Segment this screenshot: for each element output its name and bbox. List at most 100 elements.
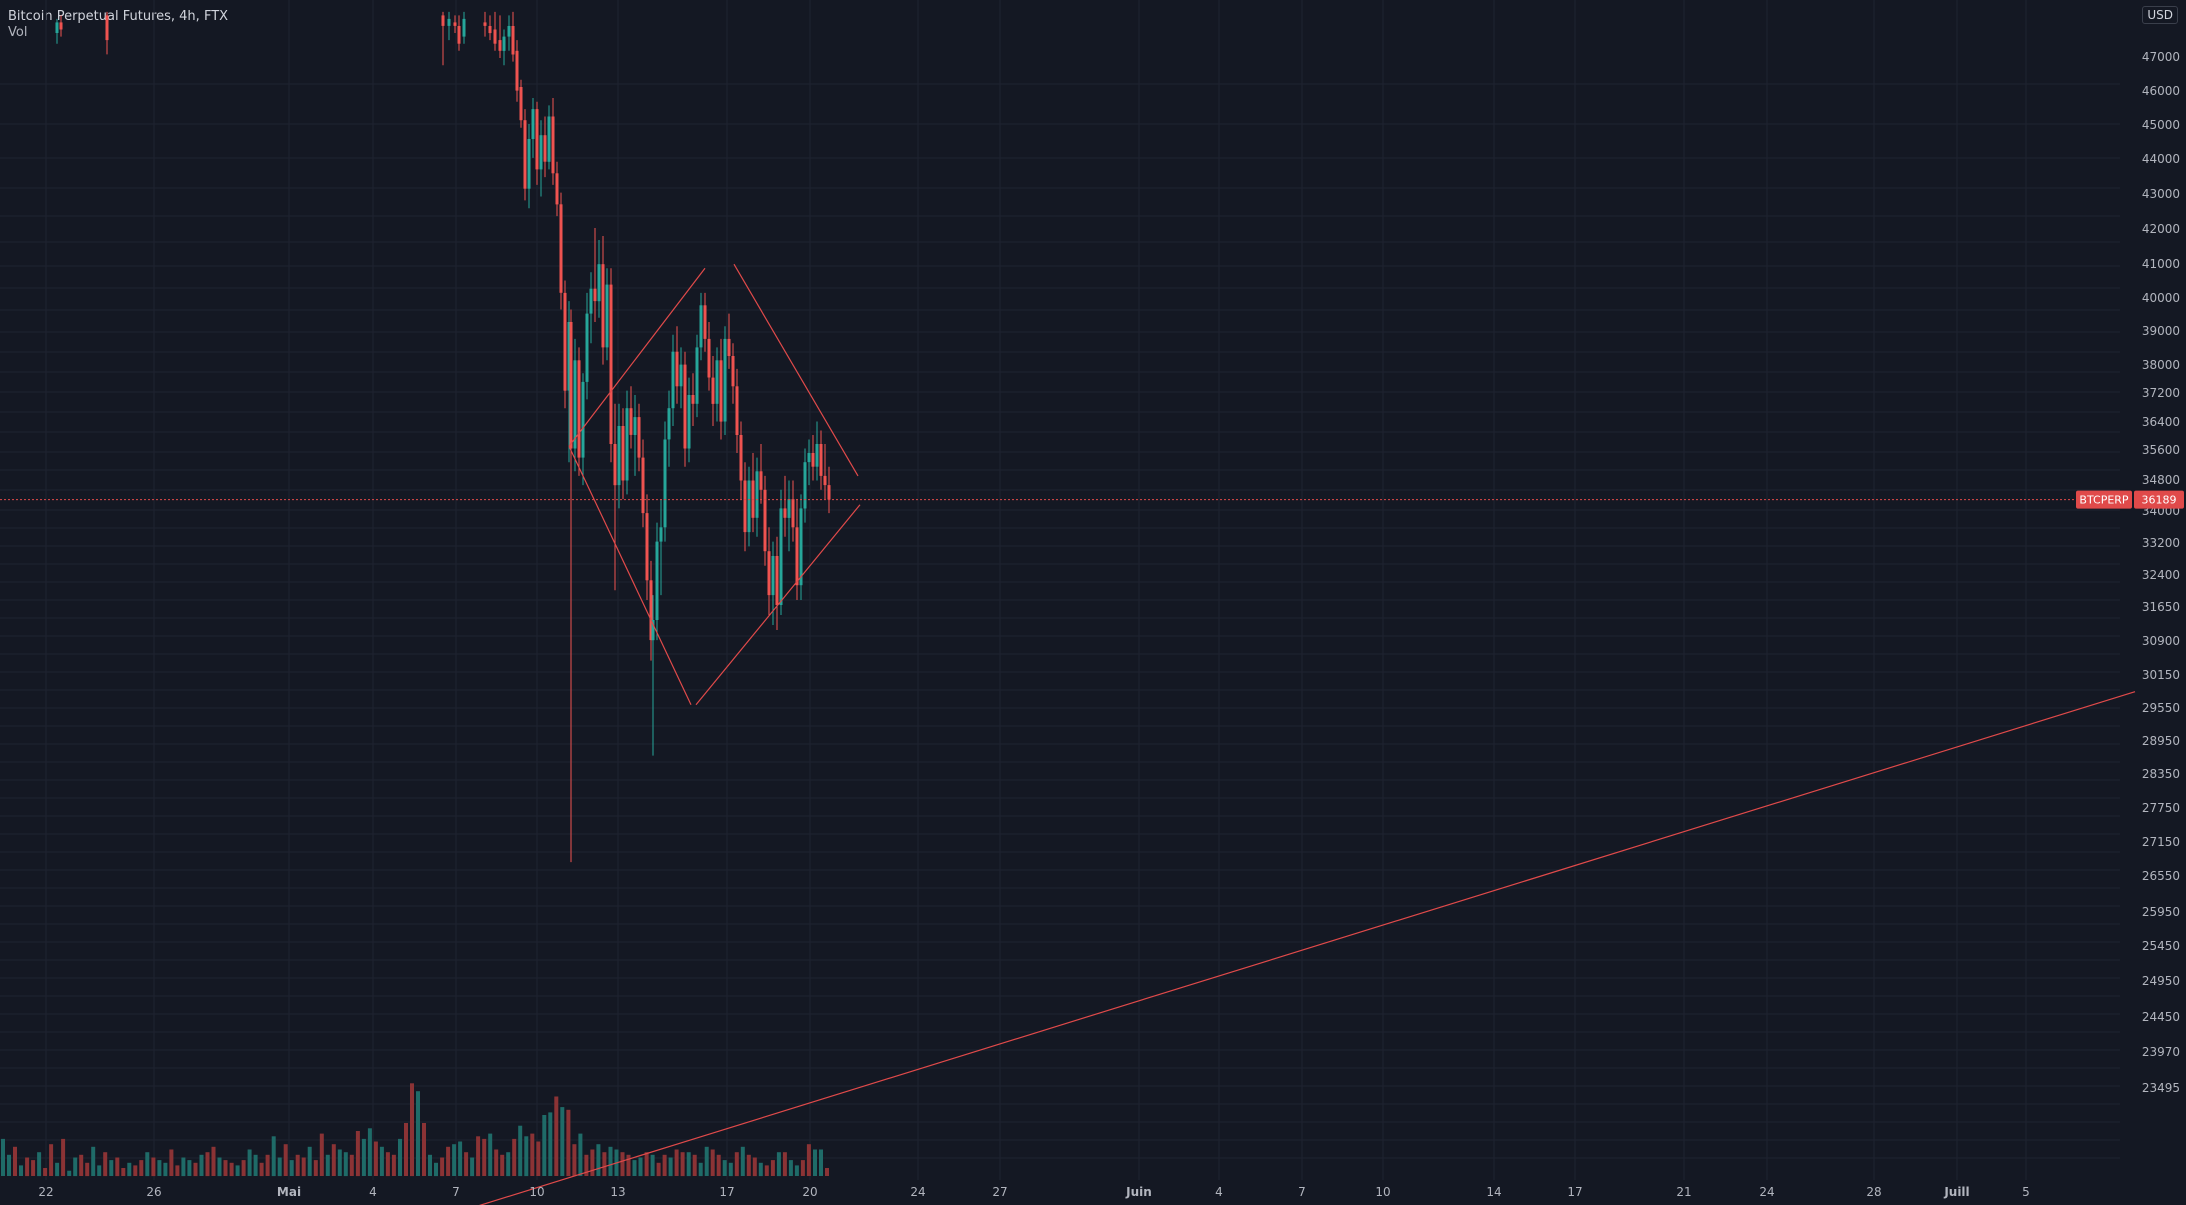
trend-line	[733, 263, 859, 477]
candle-body	[691, 395, 695, 404]
volume-bar	[133, 1165, 138, 1176]
last-price-label: BTCPERP 36189	[2076, 490, 2184, 509]
volume-bar	[157, 1160, 162, 1176]
volume-bar	[608, 1146, 613, 1176]
volume-bar	[788, 1160, 793, 1176]
candle	[593, 228, 597, 322]
candle-body	[563, 292, 567, 391]
volume-bar	[698, 1162, 703, 1177]
volume-bar	[458, 1141, 463, 1176]
candle	[763, 475, 767, 566]
candle	[609, 268, 613, 463]
trend-line	[478, 691, 2136, 1205]
candle-body	[645, 513, 649, 581]
candle	[695, 334, 699, 418]
candle	[483, 11, 487, 37]
candle-body	[731, 356, 735, 387]
candle	[755, 457, 759, 537]
volume-bar	[602, 1152, 607, 1177]
volume-bar	[716, 1154, 721, 1176]
volume-bar	[313, 1160, 318, 1176]
price-axis: 47000 46000 45000 44000 43000 42000 41000 40000…	[2142, 50, 2180, 1095]
volume-bar	[235, 1165, 240, 1176]
candle	[799, 494, 803, 600]
candle-body	[727, 338, 731, 356]
candle	[811, 435, 815, 481]
candle	[795, 499, 799, 600]
candle-body	[675, 351, 679, 387]
candle-body	[735, 386, 739, 435]
volume-bar	[247, 1149, 252, 1176]
candle	[783, 475, 787, 537]
price-tick-label: 29550	[2142, 701, 2180, 715]
volume-bar	[1, 1138, 5, 1176]
candle-body	[763, 489, 767, 552]
volume-bar	[307, 1146, 312, 1176]
candle-body	[605, 284, 609, 348]
chart-header: Bitcoin Perpetual Futures, 4h, FTX Vol	[8, 9, 228, 41]
volume-bar	[722, 1160, 727, 1176]
candle	[727, 313, 731, 369]
candle-body	[629, 408, 633, 435]
candle-body	[535, 109, 539, 170]
price-tick-label: 38000	[2142, 358, 2180, 372]
volume-bar	[79, 1154, 84, 1176]
volume-bar	[650, 1154, 655, 1176]
time-tick-label: Mai	[277, 1185, 301, 1199]
candle-body	[779, 508, 783, 605]
candle-body	[637, 417, 641, 458]
candle	[819, 430, 823, 490]
candle	[803, 448, 807, 523]
time-tick-label: 24	[910, 1185, 925, 1199]
candle	[735, 368, 739, 453]
candle-body	[815, 444, 819, 467]
volume-bar	[91, 1146, 96, 1176]
volume-bar	[271, 1136, 276, 1177]
symbol-title[interactable]: Bitcoin Perpetual Futures, 4h, FTX	[8, 9, 229, 24]
candle-body	[747, 480, 751, 533]
candle-body	[597, 264, 601, 302]
candle	[759, 444, 763, 504]
candle	[791, 480, 795, 542]
volume-bar	[590, 1149, 595, 1176]
candle-body	[715, 360, 719, 404]
volume-bar	[740, 1146, 745, 1176]
volume-bar	[752, 1157, 757, 1177]
price-tick-label: 23970	[2142, 1045, 2180, 1059]
candle-body	[723, 338, 727, 422]
volume-bar	[385, 1152, 390, 1177]
candle	[555, 161, 559, 217]
candle	[573, 338, 577, 472]
candle-body	[687, 395, 691, 449]
candle-body	[651, 620, 655, 641]
candle-body	[498, 40, 502, 51]
candle	[577, 347, 581, 476]
candle-body	[695, 347, 699, 404]
candle	[453, 15, 457, 33]
volume-bar	[361, 1138, 366, 1176]
candle	[621, 408, 625, 500]
volume-bar	[512, 1138, 517, 1176]
grid	[0, 0, 2120, 1180]
volume-bar	[343, 1152, 348, 1177]
candle	[687, 377, 691, 463]
currency-button[interactable]: USD	[2142, 6, 2178, 24]
candle-body	[539, 135, 543, 170]
volume-bar	[476, 1136, 481, 1177]
candle	[699, 292, 703, 361]
volume-indicator-label[interactable]: Vol	[8, 25, 28, 40]
candle	[787, 480, 791, 552]
candle	[645, 494, 649, 600]
price-tick-label: 35600	[2142, 443, 2180, 457]
volume-bar	[686, 1152, 691, 1177]
price-tick-label: 25450	[2142, 939, 2180, 953]
candles	[55, 11, 831, 863]
volume-bar	[109, 1160, 114, 1176]
volume-bar	[187, 1160, 192, 1176]
candle-body	[547, 116, 551, 162]
candle	[105, 11, 109, 55]
volume-bar	[482, 1138, 487, 1176]
candle-body	[827, 485, 831, 500]
volume-bar	[139, 1160, 144, 1176]
